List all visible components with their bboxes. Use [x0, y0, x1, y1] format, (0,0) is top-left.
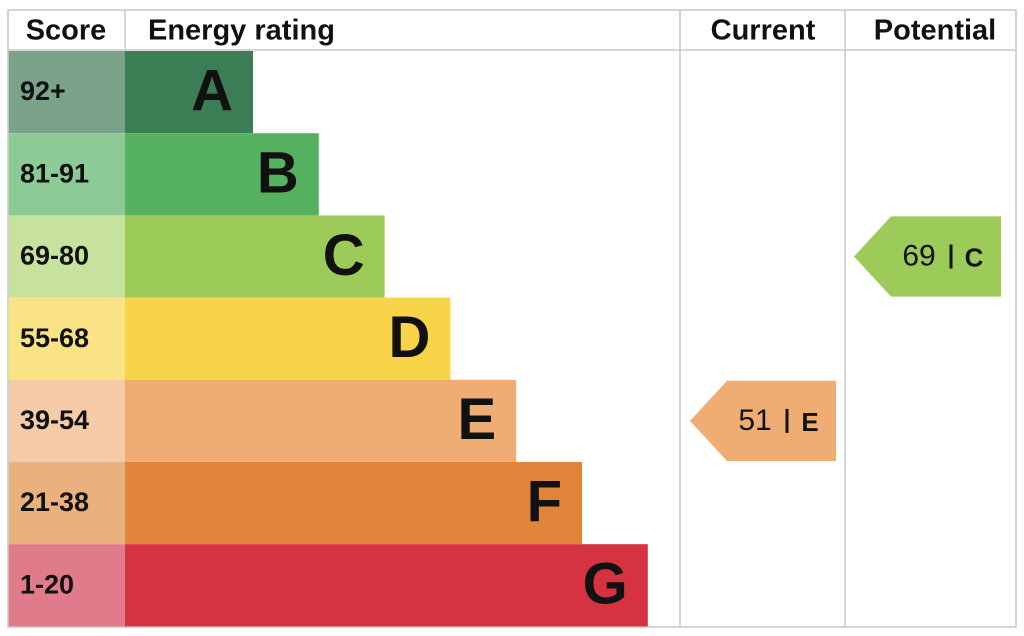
frame — [7, 9, 1017, 628]
score-label: 55-68 — [20, 323, 89, 353]
score-cell — [8, 215, 125, 298]
rating-bar — [125, 379, 517, 462]
current-arrow — [690, 380, 836, 461]
rating-letter: D — [389, 305, 431, 370]
header: Energy rating — [148, 15, 335, 47]
score-label: 21-38 — [20, 487, 89, 517]
score-cell — [8, 462, 125, 545]
score-cell — [8, 544, 125, 627]
score-label: 39-54 — [20, 405, 89, 435]
rating-letter: E — [458, 387, 497, 452]
score-label: 92+ — [20, 76, 66, 106]
rating-bar — [125, 133, 319, 216]
rating-letter: G — [583, 552, 628, 617]
potential-value: 69 — [902, 239, 935, 272]
score-cell — [8, 379, 125, 462]
header: Current — [711, 15, 816, 47]
rating-bar — [125, 215, 385, 298]
score-cell — [8, 297, 125, 380]
rating-bar — [125, 544, 648, 627]
header: Score — [26, 15, 107, 47]
score-cell — [8, 133, 125, 216]
current-letter: E — [801, 407, 818, 437]
score-label: 1-20 — [20, 569, 74, 599]
rating-letter: F — [527, 469, 562, 534]
score-label: 81-91 — [20, 158, 89, 188]
rating-bar — [125, 297, 451, 380]
rating-bar — [125, 51, 253, 134]
rating-letter: B — [257, 141, 299, 206]
score-label: 69-80 — [20, 241, 89, 271]
rating-bar — [125, 462, 582, 545]
header: Potential — [874, 15, 996, 47]
rating-letter: C — [323, 223, 365, 288]
potential-arrow — [854, 216, 1001, 297]
score-cell — [8, 51, 125, 134]
potential-letter: C — [965, 242, 984, 272]
current-value: 51 — [738, 404, 771, 437]
rating-letter: A — [191, 58, 233, 123]
